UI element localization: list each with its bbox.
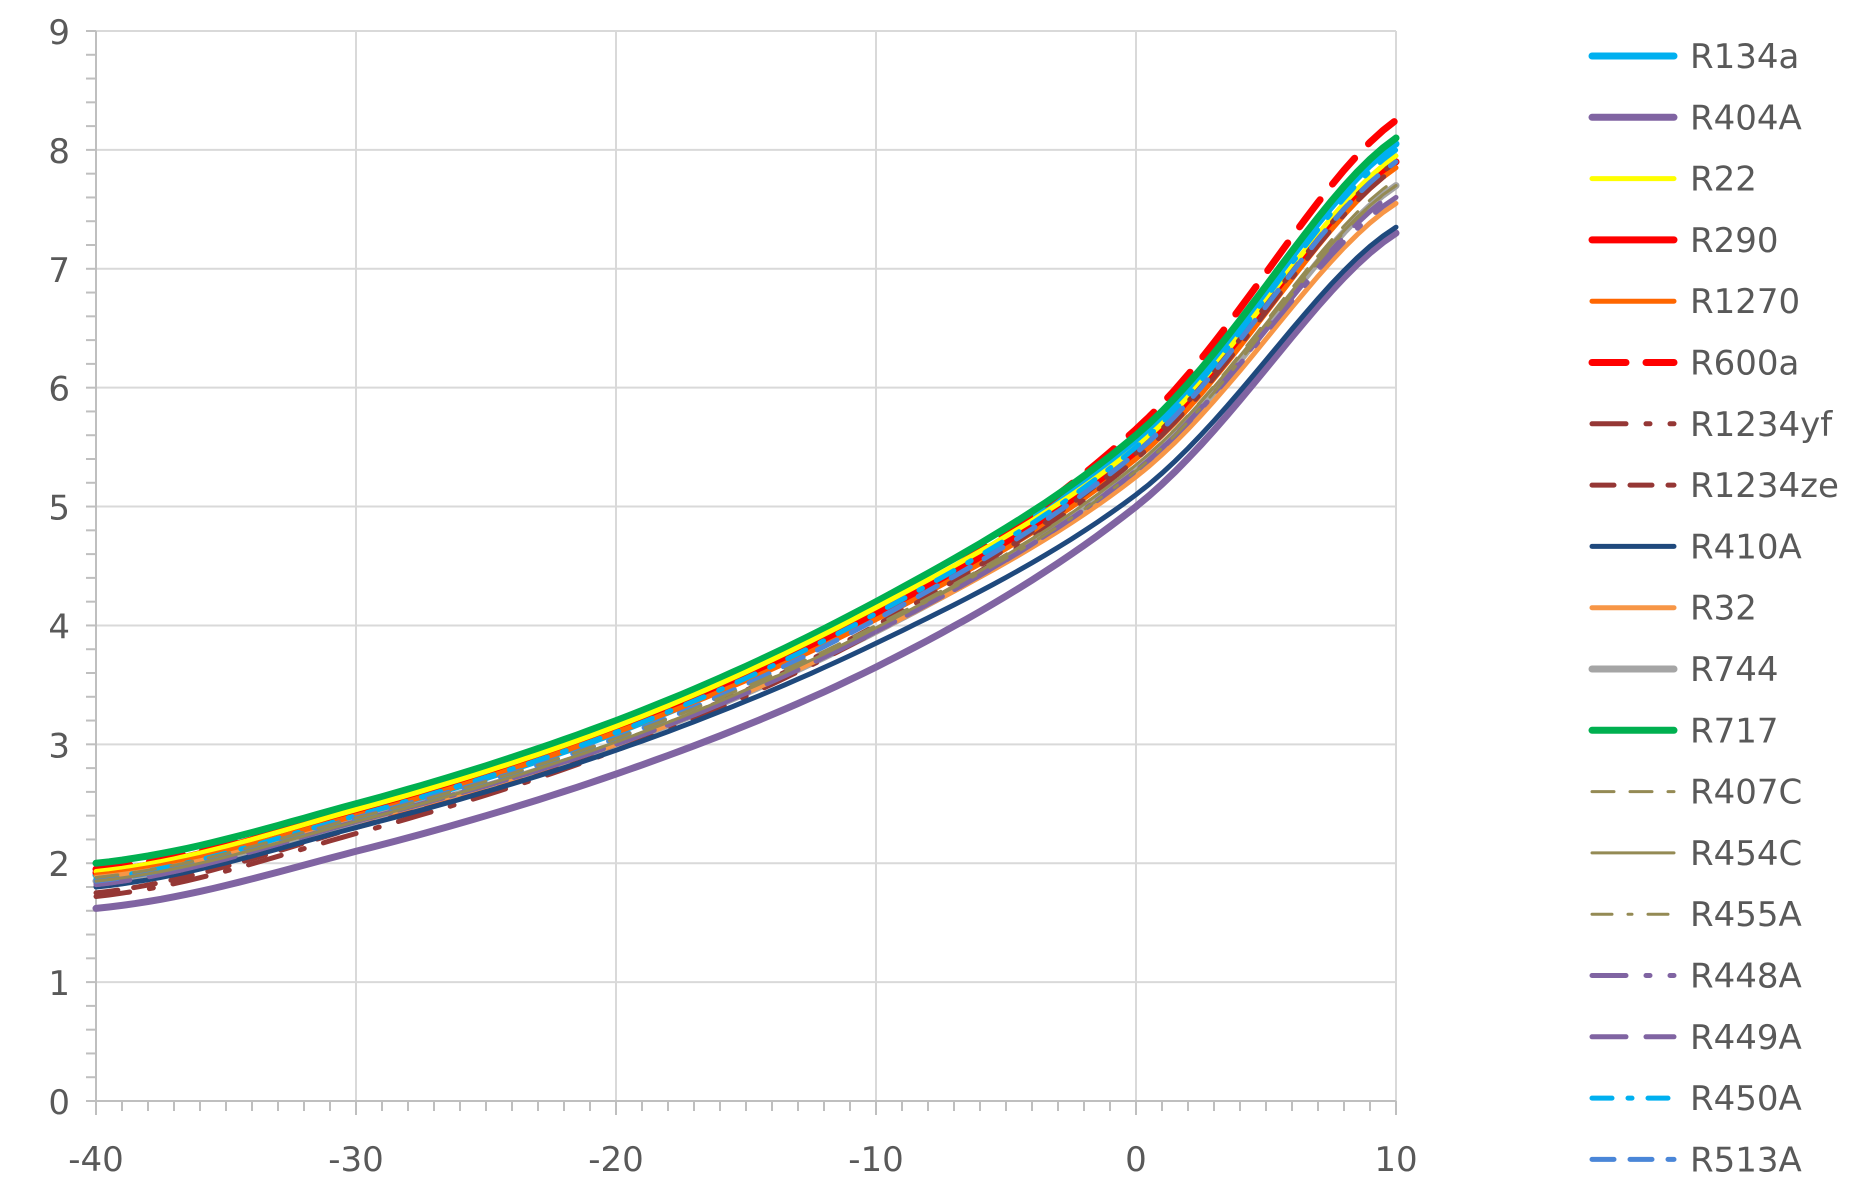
series-line-r448a [93, 194, 1399, 888]
series-line-r717 [92, 134, 1400, 867]
series-line-r32 [93, 200, 1399, 880]
legend-item: R1234ze [1589, 466, 1839, 506]
series-line-r744 [92, 182, 1400, 885]
y-tick-label: 5 [48, 489, 70, 529]
legend-label: R600a [1690, 344, 1799, 384]
legend-label: R455A [1690, 895, 1802, 935]
legend-item: R717 [1588, 711, 1779, 751]
legend-item: R600a [1588, 344, 1799, 384]
y-tick-label: 7 [48, 251, 70, 291]
series-line-r449a [93, 189, 1399, 888]
x-tick-label: -20 [588, 1140, 644, 1180]
legend-label: R744 [1690, 650, 1779, 690]
legend-item: R450A [1589, 1079, 1802, 1119]
series-line-r454c [94, 184, 1398, 883]
legend-label: R22 [1690, 160, 1757, 200]
y-tick-label: 0 [48, 1083, 70, 1123]
y-tick-label: 3 [48, 726, 70, 766]
y-tick-label: 1 [48, 964, 70, 1004]
legend-item: R404A [1588, 98, 1802, 138]
legend-item: R410A [1589, 527, 1802, 567]
legend-label: R290 [1690, 221, 1779, 261]
legend-item: R407C [1590, 773, 1802, 813]
legend-label: R448A [1690, 957, 1802, 997]
axes: 0 1 2 3 4 5 6 7 8 9 -40 -30 -20 -10 0 10 [48, 13, 1417, 1180]
legend-item: R32 [1589, 589, 1757, 629]
legend-item: R1270 [1589, 282, 1800, 322]
legend-label: R407C [1690, 773, 1802, 813]
legend-label: R404A [1690, 98, 1802, 138]
legend-label: R1270 [1690, 282, 1800, 322]
legend-label: R1234yf [1690, 405, 1833, 445]
legend-label: R32 [1690, 589, 1757, 629]
legend-item: R290 [1588, 221, 1779, 261]
legend-label: R134a [1690, 37, 1799, 77]
series-line-r22 [93, 153, 1399, 874]
legend-item: R455A [1590, 895, 1802, 935]
series-line-r134a [92, 140, 1400, 879]
x-tick-label: 10 [1374, 1140, 1417, 1180]
legend-item: R449A [1589, 1018, 1802, 1058]
legend-label: R454C [1690, 834, 1802, 874]
x-tick-label: -40 [68, 1140, 124, 1180]
legend-label: R513A [1690, 1140, 1802, 1180]
x-tick-label: 0 [1125, 1140, 1147, 1180]
legend-label: R1234ze [1690, 466, 1839, 506]
series-line-r404a [92, 229, 1400, 912]
legend-item: R448A [1589, 957, 1802, 997]
series-line-r455a [94, 184, 1398, 883]
y-tick-label: 9 [48, 13, 70, 53]
legend-item: R454C [1590, 834, 1802, 874]
x-tick-label: -30 [328, 1140, 384, 1180]
series-line-r410a [93, 224, 1399, 890]
legend-item: R22 [1589, 160, 1757, 200]
grid [96, 30, 1397, 1101]
series-lines [92, 116, 1400, 912]
legend-label: R449A [1690, 1018, 1802, 1058]
series-line-r450a [93, 147, 1399, 882]
legend-label: R717 [1690, 711, 1779, 751]
legend-label: R410A [1690, 527, 1802, 567]
legend: R134a R404A R22 R290 R1270 R600a R1234yf R1234z… [1588, 37, 1839, 1180]
y-tick-label: 6 [48, 370, 70, 410]
legend-item: R1234yf [1589, 405, 1833, 445]
legend-label: R450A [1690, 1079, 1802, 1119]
legend-item: R513A [1589, 1140, 1802, 1180]
series-line-r407c [94, 178, 1398, 879]
series-line-r1270 [93, 165, 1399, 878]
legend-item: R744 [1588, 650, 1779, 690]
y-tick-label: 2 [48, 845, 70, 885]
series-line-r513a [93, 159, 1399, 884]
series-line-r1234ze [93, 159, 1399, 896]
x-tick-label: -10 [848, 1140, 904, 1180]
y-tick-label: 8 [48, 132, 70, 172]
series-line-r1234yf [93, 165, 1399, 899]
legend-item: R134a [1588, 37, 1799, 77]
y-tick-label: 4 [48, 607, 70, 647]
series-line-r600a [92, 116, 1400, 873]
